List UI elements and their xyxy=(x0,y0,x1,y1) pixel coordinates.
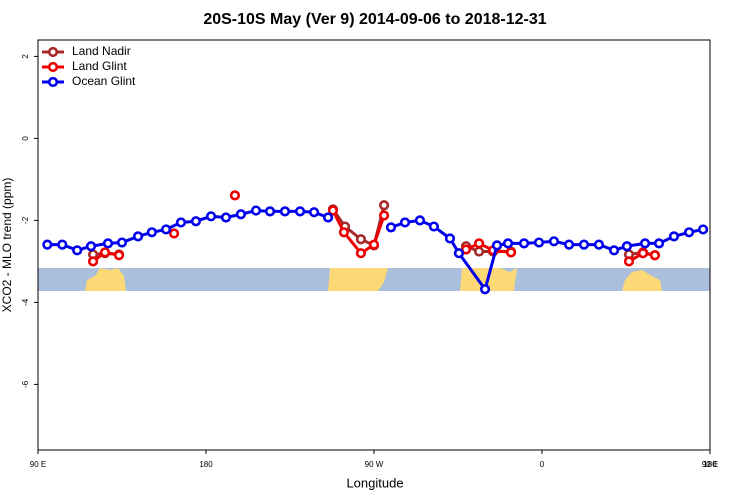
point xyxy=(322,212,334,223)
point xyxy=(327,205,339,216)
legend-marker xyxy=(47,46,59,58)
map-strip xyxy=(38,268,710,291)
x-tick-label: 90 W xyxy=(365,460,384,469)
legend-marker xyxy=(47,76,59,88)
point xyxy=(444,233,456,244)
legend-marker xyxy=(47,61,59,73)
point xyxy=(479,284,491,295)
point xyxy=(57,239,68,250)
legend-label: Ocean Glint xyxy=(72,74,136,88)
x-tick-label: 0 xyxy=(540,460,545,469)
chart-title: 20S-10S May (Ver 9) 2014-09-06 to 2018-1… xyxy=(203,11,546,28)
x-tick-label: 90 E xyxy=(30,460,46,469)
point xyxy=(639,238,651,249)
point xyxy=(308,207,320,218)
point xyxy=(637,248,649,259)
point xyxy=(235,209,247,220)
legend-label: Land Nadir xyxy=(72,44,131,58)
point xyxy=(72,245,83,256)
point xyxy=(190,216,202,227)
point xyxy=(99,247,111,258)
point xyxy=(518,238,530,249)
point xyxy=(385,222,397,233)
point xyxy=(697,224,709,235)
point xyxy=(116,237,128,248)
point xyxy=(414,215,426,226)
point xyxy=(505,247,517,258)
point xyxy=(502,238,514,249)
point xyxy=(473,238,485,249)
point xyxy=(399,217,411,228)
point xyxy=(548,236,560,247)
point xyxy=(220,212,232,223)
x-tick-label: 180 xyxy=(199,460,213,469)
point xyxy=(355,248,367,259)
point xyxy=(683,227,695,238)
point xyxy=(473,246,485,257)
point xyxy=(563,239,575,250)
point xyxy=(428,221,440,232)
point xyxy=(649,250,661,261)
point xyxy=(279,206,291,217)
point xyxy=(294,206,306,217)
point xyxy=(168,228,180,239)
point xyxy=(608,245,620,256)
point xyxy=(113,250,125,261)
y-tick-label: -2 xyxy=(21,216,30,224)
point xyxy=(87,256,99,267)
y-tick-label: 2 xyxy=(21,54,30,59)
point xyxy=(205,211,217,222)
point xyxy=(491,240,503,251)
point xyxy=(250,205,262,216)
point xyxy=(229,190,241,201)
y-tick-label: 0 xyxy=(21,136,30,141)
point xyxy=(668,231,680,242)
point xyxy=(146,227,157,238)
point xyxy=(578,239,590,250)
point xyxy=(378,200,390,211)
x-tick-label: 180 xyxy=(703,460,717,469)
series-line xyxy=(465,241,512,254)
point xyxy=(653,238,665,249)
series-line xyxy=(390,218,704,293)
point xyxy=(593,239,605,250)
point xyxy=(378,210,390,221)
point xyxy=(533,237,545,248)
legend-label: Land Glint xyxy=(72,59,127,73)
point xyxy=(132,231,144,242)
point xyxy=(621,241,633,252)
point xyxy=(42,239,53,250)
y-tick-label: -6 xyxy=(21,380,30,388)
point xyxy=(355,234,367,245)
point xyxy=(160,224,172,235)
point xyxy=(264,206,276,217)
point xyxy=(453,248,465,259)
point xyxy=(623,256,635,267)
point xyxy=(338,227,350,238)
y-tick-label: -4 xyxy=(21,298,30,306)
x-tick-label: 90 E xyxy=(702,460,718,469)
point xyxy=(368,239,380,250)
point xyxy=(175,217,187,228)
point xyxy=(85,241,97,252)
y-axis-label: XCO2 - MLO trend (ppm) xyxy=(0,178,14,313)
point xyxy=(102,238,114,249)
x-axis-label: Longitude xyxy=(346,475,403,490)
